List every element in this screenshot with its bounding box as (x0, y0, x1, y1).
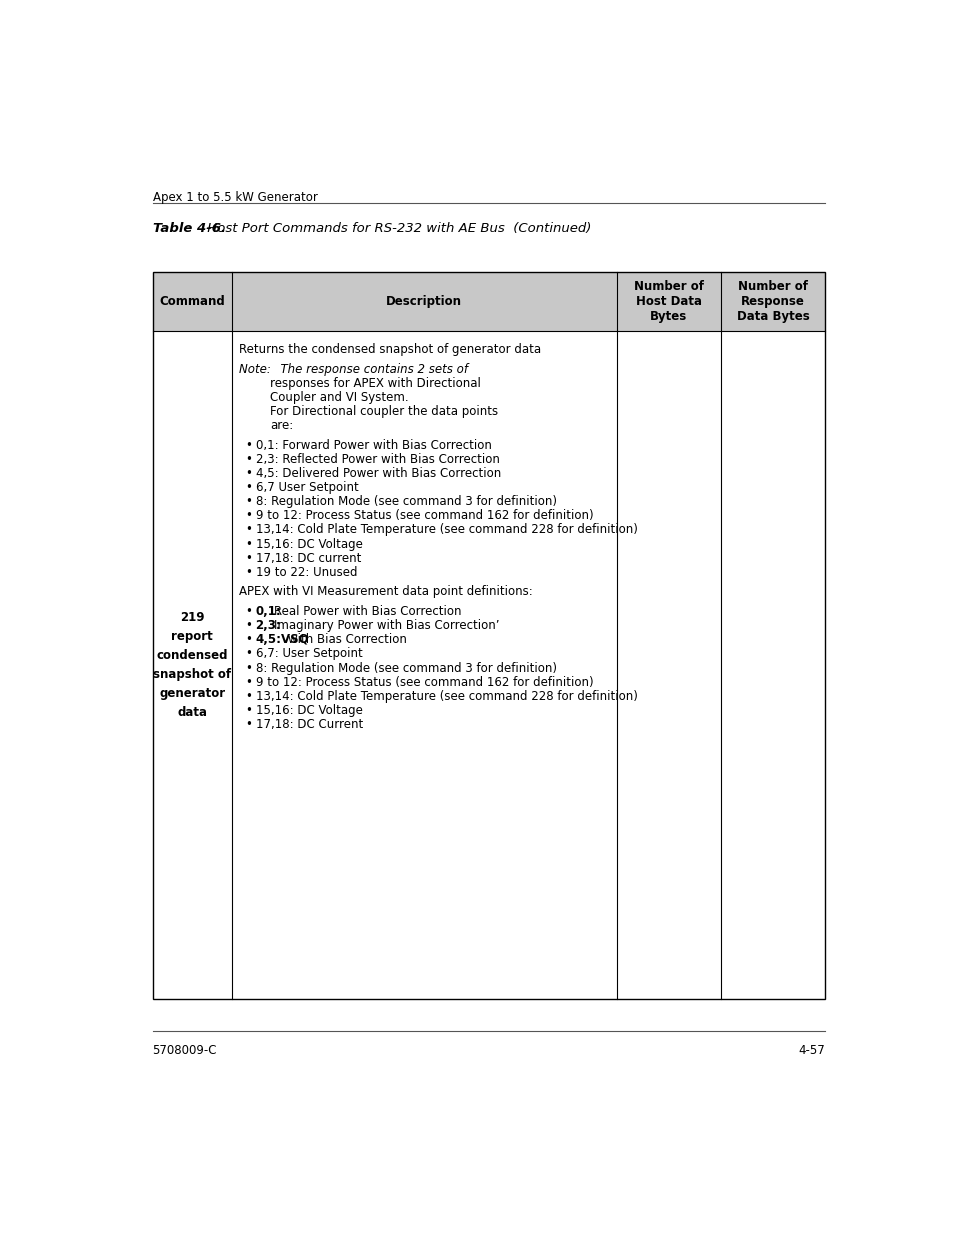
Text: 19 to 22: Unused: 19 to 22: Unused (255, 566, 356, 579)
Text: Host Port Commands for RS-232 with AE Bus  (Continued): Host Port Commands for RS-232 with AE Bu… (203, 222, 591, 236)
Text: 13,14: Cold Plate Temperature (see command 228 for definition): 13,14: Cold Plate Temperature (see comma… (255, 524, 637, 536)
Text: •: • (245, 619, 252, 632)
Text: Command: Command (159, 295, 225, 308)
Bar (152, 272, 824, 999)
Text: 17,18: DC Current: 17,18: DC Current (255, 718, 362, 731)
Text: Number of
Response
Data Bytes: Number of Response Data Bytes (736, 280, 809, 322)
Text: •: • (245, 537, 252, 551)
Text: Real Power with Bias Correction: Real Power with Bias Correction (274, 605, 461, 619)
Text: •: • (245, 704, 252, 716)
Text: Note:  The response contains 2 sets of: Note: The response contains 2 sets of (239, 363, 468, 375)
Text: •: • (245, 552, 252, 564)
Text: 5708009-C: 5708009-C (152, 1044, 216, 1057)
Text: Apex 1 to 5.5 kW Generator: Apex 1 to 5.5 kW Generator (152, 191, 317, 204)
Text: 2,3:: 2,3: (255, 619, 281, 632)
Text: 6,7: User Setpoint: 6,7: User Setpoint (255, 647, 362, 661)
Text: Description: Description (386, 295, 462, 308)
Text: responses for APEX with Directional: responses for APEX with Directional (270, 377, 480, 390)
Text: are:: are: (270, 419, 294, 432)
Text: •: • (245, 566, 252, 579)
Text: 8: Regulation Mode (see command 3 for definition): 8: Regulation Mode (see command 3 for de… (255, 662, 556, 674)
Text: APEX with VI Measurement data point definitions:: APEX with VI Measurement data point defi… (239, 585, 533, 599)
Text: •: • (245, 438, 252, 452)
Text: 0,1: Forward Power with Bias Correction: 0,1: Forward Power with Bias Correction (255, 438, 491, 452)
Text: 17,18: DC current: 17,18: DC current (255, 552, 360, 564)
Text: Number of
Host Data
Bytes: Number of Host Data Bytes (633, 280, 703, 322)
Text: with Bias Correction: with Bias Correction (288, 634, 406, 646)
Text: •: • (245, 689, 252, 703)
Text: 6,7 User Setpoint: 6,7 User Setpoint (255, 482, 358, 494)
Text: 4-57: 4-57 (798, 1044, 824, 1057)
Text: 9 to 12: Process Status (see command 162 for definition): 9 to 12: Process Status (see command 162… (255, 676, 593, 689)
Text: •: • (245, 662, 252, 674)
Text: •: • (245, 495, 252, 509)
Text: 9 to 12: Process Status (see command 162 for definition): 9 to 12: Process Status (see command 162… (255, 509, 593, 522)
Text: 8: Regulation Mode (see command 3 for definition): 8: Regulation Mode (see command 3 for de… (255, 495, 556, 509)
Text: •: • (245, 634, 252, 646)
Text: •: • (245, 718, 252, 731)
Text: 4,5: Delivered Power with Bias Correction: 4,5: Delivered Power with Bias Correctio… (255, 467, 500, 480)
Text: 13,14: Cold Plate Temperature (see command 228 for definition): 13,14: Cold Plate Temperature (see comma… (255, 689, 637, 703)
Text: 15,16: DC Voltage: 15,16: DC Voltage (255, 704, 362, 716)
Text: 2,3: Reflected Power with Bias Correction: 2,3: Reflected Power with Bias Correctio… (255, 453, 499, 466)
Text: •: • (245, 524, 252, 536)
Text: •: • (245, 482, 252, 494)
Text: 219
report
condensed
snapshot of
generator
data: 219 report condensed snapshot of generat… (153, 611, 231, 719)
Text: Returns the condensed snapshot of generator data: Returns the condensed snapshot of genera… (239, 343, 541, 356)
Text: 0,1:: 0,1: (255, 605, 281, 619)
Text: Table 4-6.: Table 4-6. (152, 222, 225, 236)
Text: For Directional coupler the data points: For Directional coupler the data points (270, 405, 498, 419)
Text: •: • (245, 647, 252, 661)
Text: Imaginary Power with Bias Correction’: Imaginary Power with Bias Correction’ (274, 619, 499, 632)
Text: •: • (245, 453, 252, 466)
Bar (152, 272, 824, 331)
Text: •: • (245, 676, 252, 689)
Text: •: • (245, 509, 252, 522)
Text: •: • (245, 605, 252, 619)
Text: 15,16: DC Voltage: 15,16: DC Voltage (255, 537, 362, 551)
Text: Coupler and VI System.: Coupler and VI System. (270, 391, 409, 404)
Text: •: • (245, 467, 252, 480)
Text: 4,5:VSQ: 4,5:VSQ (255, 634, 309, 646)
